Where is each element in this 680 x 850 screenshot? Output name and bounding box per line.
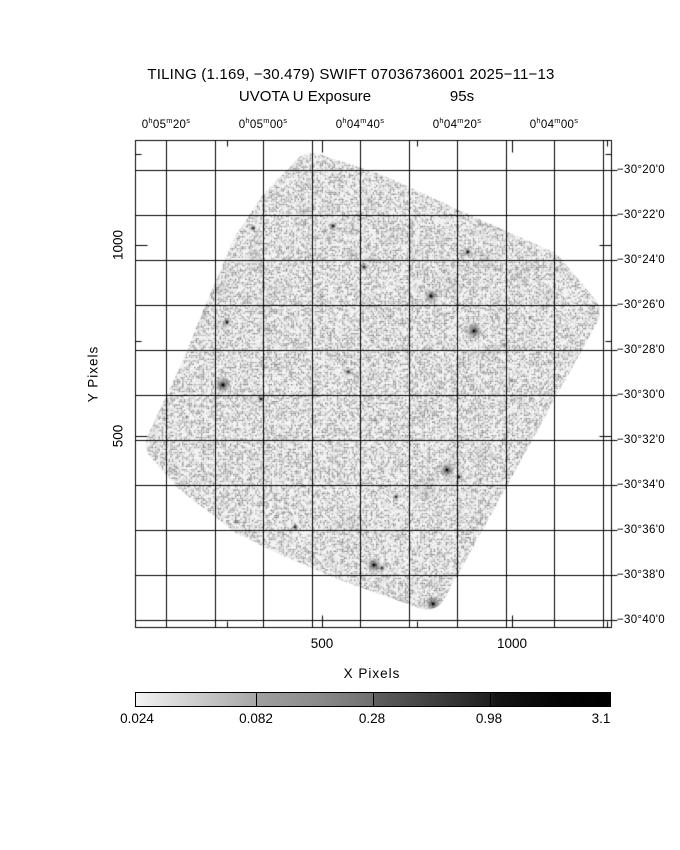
dec-tick-label: −30°40'0 (617, 614, 665, 626)
colorbar-tick-label: 3.1 (591, 711, 611, 726)
x-axis-title: X Pixels (343, 666, 401, 681)
colorbar (135, 692, 611, 707)
ra-tick-label: 0h04m20s (432, 116, 482, 131)
dec-tick-label: −30°30'0 (617, 389, 665, 401)
ra-tick-label: 0h04m40s (335, 116, 385, 131)
ra-tick-label: 0h04m00s (529, 116, 579, 131)
colorbar-divider (256, 693, 257, 706)
colorbar-tick-label: 0.98 (475, 711, 503, 726)
ra-tick-label: 0h05m00s (238, 116, 288, 131)
colorbar-tick-label: 0.024 (120, 711, 154, 726)
y-axis-title: Y Pixels (85, 345, 101, 403)
plot-subtitle-exposure-time: 95s (449, 88, 475, 105)
plot-title: TILING (1.169, −30.479) SWIFT 0703673600… (147, 66, 555, 83)
dec-tick-label: −30°24'0 (617, 254, 665, 266)
plot-subtitle-instrument: UVOTA U Exposure (238, 88, 372, 105)
colorbar-tick-label: 0.28 (358, 711, 386, 726)
dec-tick-label: −30°32'0 (617, 434, 665, 446)
dec-tick-label: −30°28'0 (617, 344, 665, 356)
dec-tick-label: −30°34'0 (617, 479, 665, 491)
dec-tick-label: −30°36'0 (617, 524, 665, 536)
y-tick-label: 1000 (110, 229, 126, 261)
y-tick-label: 500 (110, 424, 126, 448)
colorbar-tick-label: 0.082 (239, 711, 273, 726)
ra-tick-label: 0h05m20s (141, 116, 191, 131)
x-tick-label: 1000 (496, 636, 528, 651)
dec-tick-label: −30°38'0 (617, 569, 665, 581)
dec-tick-label: −30°22'0 (617, 209, 665, 221)
dec-tick-label: −30°20'0 (617, 164, 665, 176)
x-tick-label: 500 (310, 636, 334, 651)
colorbar-divider (490, 693, 491, 706)
dec-tick-label: −30°26'0 (617, 299, 665, 311)
colorbar-divider (373, 693, 374, 706)
